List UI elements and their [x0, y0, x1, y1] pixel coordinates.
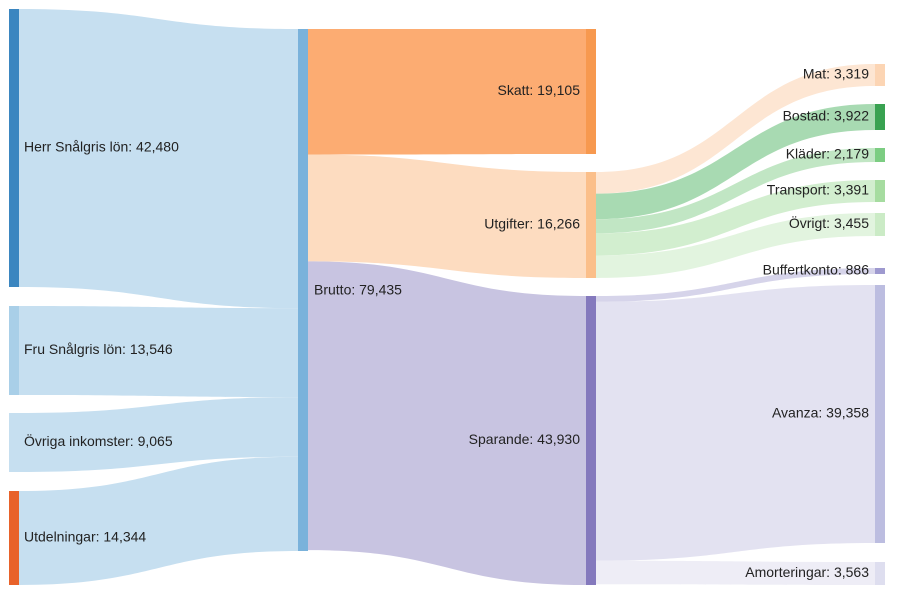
node-transport	[875, 180, 885, 202]
link-sparande-amort	[596, 560, 875, 585]
node-herr	[9, 9, 19, 287]
sankey-nodes	[9, 9, 885, 585]
label-brutto: Brutto: 79,435	[314, 282, 402, 298]
label-ovriga_ink: Övriga inkomster: 9,065	[24, 432, 173, 449]
link-brutto-skatt	[308, 29, 586, 155]
link-sparande-buffert	[596, 268, 875, 302]
link-brutto-utgifter	[308, 154, 586, 278]
link-utgifter-ovrigt	[596, 213, 875, 278]
node-skatt	[586, 29, 596, 154]
label-skatt: Skatt: 19,105	[497, 82, 580, 98]
link-sparande-avanza	[596, 285, 875, 561]
link-ovriga_ink-brutto	[19, 397, 298, 472]
node-utgifter	[586, 172, 596, 278]
link-utgifter-mat	[596, 64, 875, 194]
link-herr-brutto	[19, 9, 298, 309]
link-fru-brutto	[19, 306, 298, 398]
sankey-labels: Herr Snålgris lön: 42,480 Fru Snålgris lö…	[24, 66, 869, 581]
label-sparande: Sparande: 43,930	[469, 431, 581, 447]
label-amort: Amorteringar: 3,563	[745, 564, 869, 580]
label-utgifter: Utgifter: 16,266	[484, 216, 580, 232]
node-ovrigt	[875, 213, 885, 236]
label-ovrigt: Övrigt: 3,455	[789, 214, 869, 231]
node-bostad	[875, 104, 885, 130]
link-utgifter-klader	[596, 148, 875, 234]
label-mat: Mat: 3,319	[803, 66, 869, 82]
node-ovriga_ink	[9, 413, 19, 472]
label-bostad: Bostad: 3,922	[783, 108, 870, 124]
label-utdel: Utdelningar: 14,344	[24, 529, 146, 545]
label-transport: Transport: 3,391	[767, 182, 869, 198]
node-amort	[875, 562, 885, 585]
node-brutto	[298, 29, 308, 551]
node-avanza	[875, 285, 885, 543]
link-utgifter-bostad	[596, 104, 875, 220]
node-fru	[9, 306, 19, 395]
link-utdel-brutto	[19, 456, 298, 585]
label-buffert: Buffertkonto: 886	[763, 262, 870, 278]
node-utdel	[9, 491, 19, 585]
label-herr: Herr Snålgris lön: 42,480	[24, 139, 179, 155]
node-buffert	[875, 268, 885, 274]
label-fru: Fru Snålgris lön: 13,546	[24, 341, 173, 357]
link-brutto-sparande	[308, 261, 586, 585]
node-mat	[875, 64, 885, 86]
node-sparande	[586, 296, 596, 585]
link-utgifter-transport	[596, 180, 875, 256]
label-avanza: Avanza: 39,358	[772, 405, 869, 421]
node-klader	[875, 148, 885, 162]
label-klader: Kläder: 2,179	[786, 146, 869, 162]
sankey-links	[19, 9, 875, 585]
